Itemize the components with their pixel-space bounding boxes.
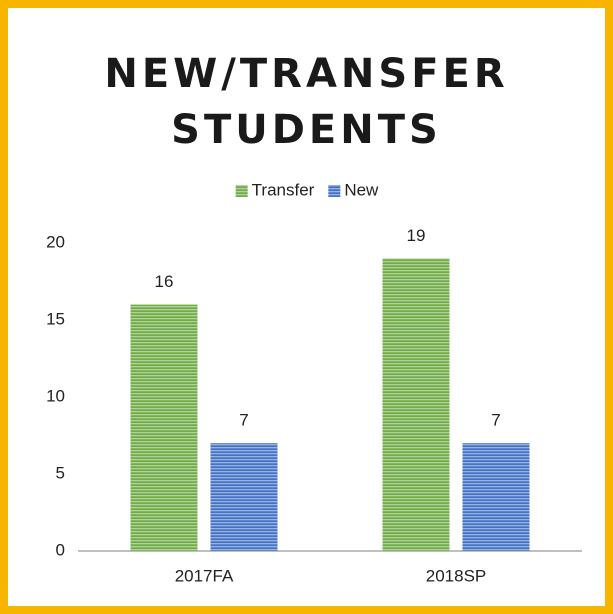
y-tick-label: 20: [46, 232, 65, 251]
legend: Transfer New: [235, 180, 379, 199]
legend-swatch: [235, 185, 248, 197]
y-tick-label: 0: [56, 540, 65, 559]
x-tick-label: 2018SP: [426, 566, 487, 585]
data-label: 19: [407, 226, 426, 245]
y-tick-label: 15: [46, 309, 65, 328]
legend-label: Transfer: [252, 180, 315, 199]
y-tick-label: 5: [56, 463, 65, 482]
x-tick-label: 2017FA: [175, 566, 234, 585]
legend-label: New: [344, 180, 379, 199]
legend-swatch: [328, 185, 341, 197]
data-label: 16: [155, 272, 174, 291]
chart-title: NEW/TRANSFER STUDENTS: [104, 51, 509, 153]
y-tick-label: 10: [46, 386, 65, 405]
data-label: 7: [239, 411, 248, 430]
bar: [462, 443, 530, 551]
bar: [130, 304, 198, 551]
bar: [382, 258, 450, 551]
data-label: 7: [491, 411, 500, 430]
bar: [210, 443, 278, 551]
